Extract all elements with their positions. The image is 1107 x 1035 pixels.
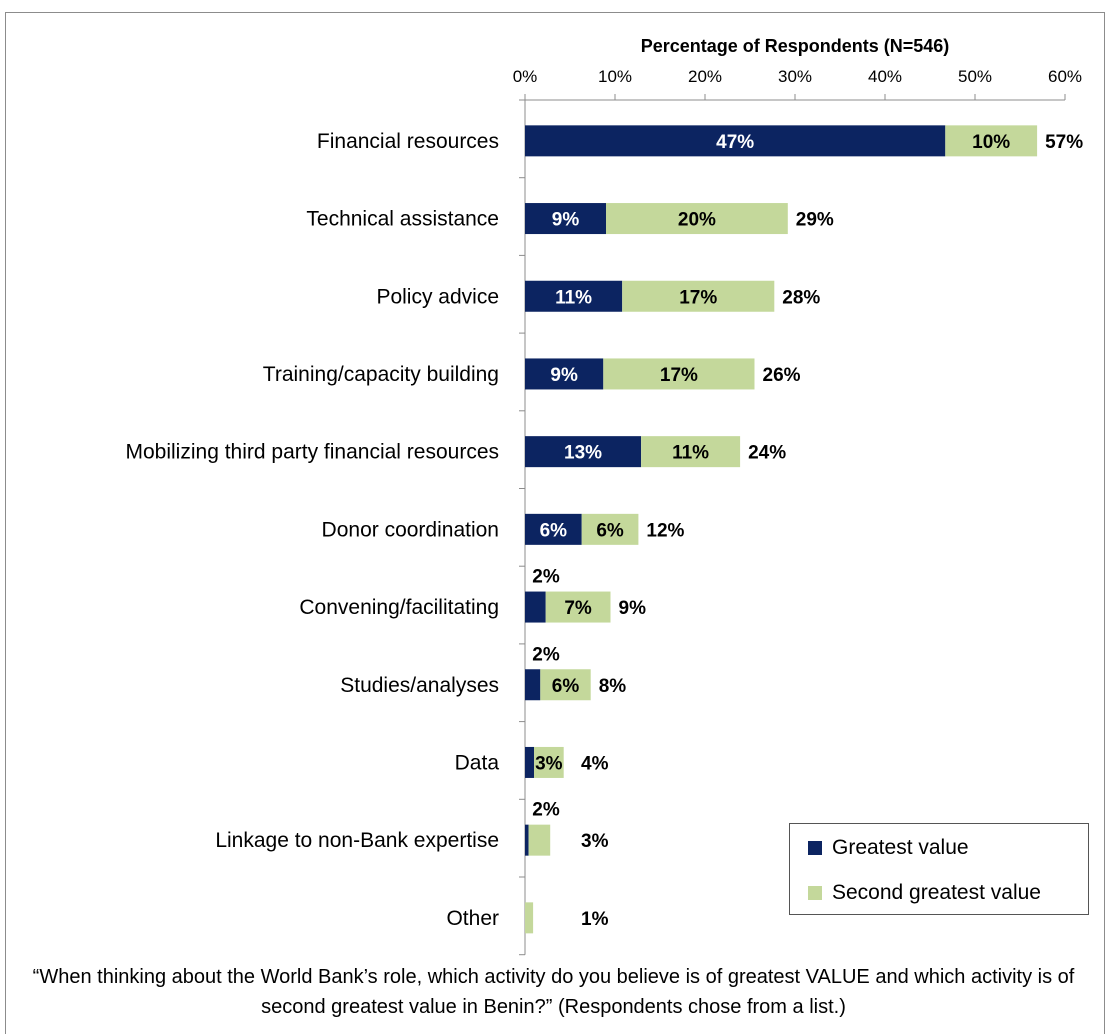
category-label: Studies/analyses bbox=[340, 674, 499, 697]
bar-greatest bbox=[525, 125, 946, 157]
data-label-total: 1% bbox=[581, 909, 609, 930]
data-label-total: 57% bbox=[1045, 132, 1083, 153]
data-label-second: 17% bbox=[679, 287, 717, 308]
bar-greatest bbox=[525, 358, 604, 390]
data-label-second: 7% bbox=[564, 598, 592, 619]
bar-greatest bbox=[525, 824, 529, 856]
data-label-second: 3% bbox=[535, 753, 563, 774]
data-label-greatest: 9% bbox=[552, 210, 580, 231]
category-label: Technical assistance bbox=[306, 208, 499, 231]
data-label-total: 8% bbox=[599, 676, 627, 697]
data-label-second: 11% bbox=[672, 443, 709, 464]
data-label-greatest: 2% bbox=[532, 567, 560, 588]
survey-question-note: “When thinking about the World Bank’s ro… bbox=[32, 966, 1075, 1018]
data-label-second: 6% bbox=[596, 520, 624, 541]
data-label-second: 20% bbox=[678, 210, 716, 231]
bar-greatest bbox=[525, 513, 582, 545]
legend-label-second: Second greatest value bbox=[832, 881, 1041, 904]
category-label: Financial resources bbox=[317, 130, 499, 153]
bar-greatest bbox=[525, 280, 623, 312]
data-label-total: 3% bbox=[581, 831, 609, 852]
legend-swatch-greatest bbox=[808, 841, 822, 855]
category-label: Mobilizing third party financial resourc… bbox=[126, 441, 500, 464]
x-tick-label: 20% bbox=[688, 67, 722, 86]
bar-second bbox=[945, 125, 1038, 157]
legend: Greatest value Second greatest value bbox=[789, 823, 1089, 915]
legend-label-greatest: Greatest value bbox=[832, 836, 969, 859]
data-label-total: 9% bbox=[619, 598, 647, 619]
x-tick-label: 0% bbox=[513, 67, 538, 86]
data-label-total: 29% bbox=[796, 210, 834, 231]
bar-second bbox=[545, 591, 611, 623]
data-label-greatest: 6% bbox=[540, 520, 568, 541]
x-tick-label: 50% bbox=[958, 67, 992, 86]
legend-item-greatest: Greatest value bbox=[808, 836, 969, 860]
data-label-second: 6% bbox=[552, 676, 580, 697]
data-label-greatest: 2% bbox=[532, 644, 560, 665]
legend-item-second: Second greatest value bbox=[808, 881, 1041, 905]
bar-second bbox=[534, 746, 564, 778]
x-tick-label: 10% bbox=[598, 67, 632, 86]
bar-greatest bbox=[525, 591, 546, 623]
data-label-second: 10% bbox=[972, 132, 1010, 153]
category-label: Convening/facilitating bbox=[299, 596, 499, 619]
bar-second bbox=[528, 824, 551, 856]
data-label-total: 28% bbox=[782, 287, 820, 308]
data-label-greatest: 13% bbox=[564, 443, 602, 464]
bar-second bbox=[606, 203, 788, 235]
legend-swatch-second bbox=[808, 886, 822, 900]
bar-greatest bbox=[525, 746, 534, 778]
bar-second bbox=[641, 436, 741, 468]
data-label-second: 17% bbox=[660, 365, 698, 386]
data-label-greatest: 11% bbox=[555, 287, 592, 308]
data-label-greatest: 2% bbox=[532, 800, 560, 821]
bar-greatest bbox=[525, 436, 642, 468]
category-label: Donor coordination bbox=[322, 518, 499, 541]
category-label: Data bbox=[455, 751, 500, 774]
data-label-total: 4% bbox=[581, 753, 609, 774]
bar-second bbox=[581, 513, 639, 545]
bar-second bbox=[622, 280, 775, 312]
category-label: Training/capacity building bbox=[263, 363, 499, 386]
x-tick-label: 60% bbox=[1048, 67, 1082, 86]
bar-second bbox=[525, 902, 534, 934]
bar-second bbox=[603, 358, 755, 390]
data-label-total: 26% bbox=[763, 365, 801, 386]
data-label-greatest: 47% bbox=[716, 132, 754, 153]
category-label: Other bbox=[446, 907, 499, 930]
bar-greatest bbox=[525, 203, 606, 235]
category-label: Policy advice bbox=[376, 285, 499, 308]
chart-frame bbox=[5, 12, 1105, 1034]
bar-greatest bbox=[525, 669, 541, 701]
data-label-greatest: 9% bbox=[550, 365, 578, 386]
x-tick-label: 30% bbox=[778, 67, 812, 86]
category-label: Linkage to non-Bank expertise bbox=[215, 829, 499, 852]
data-label-total: 12% bbox=[646, 520, 684, 541]
x-axis-title: Percentage of Respondents (N=546) bbox=[641, 36, 950, 56]
bar-second bbox=[540, 669, 591, 701]
data-label-total: 24% bbox=[748, 443, 786, 464]
bar-chart: Percentage of Respondents (N=546) 0% 10% 20… bbox=[126, 36, 1083, 956]
x-tick-label: 40% bbox=[868, 67, 902, 86]
